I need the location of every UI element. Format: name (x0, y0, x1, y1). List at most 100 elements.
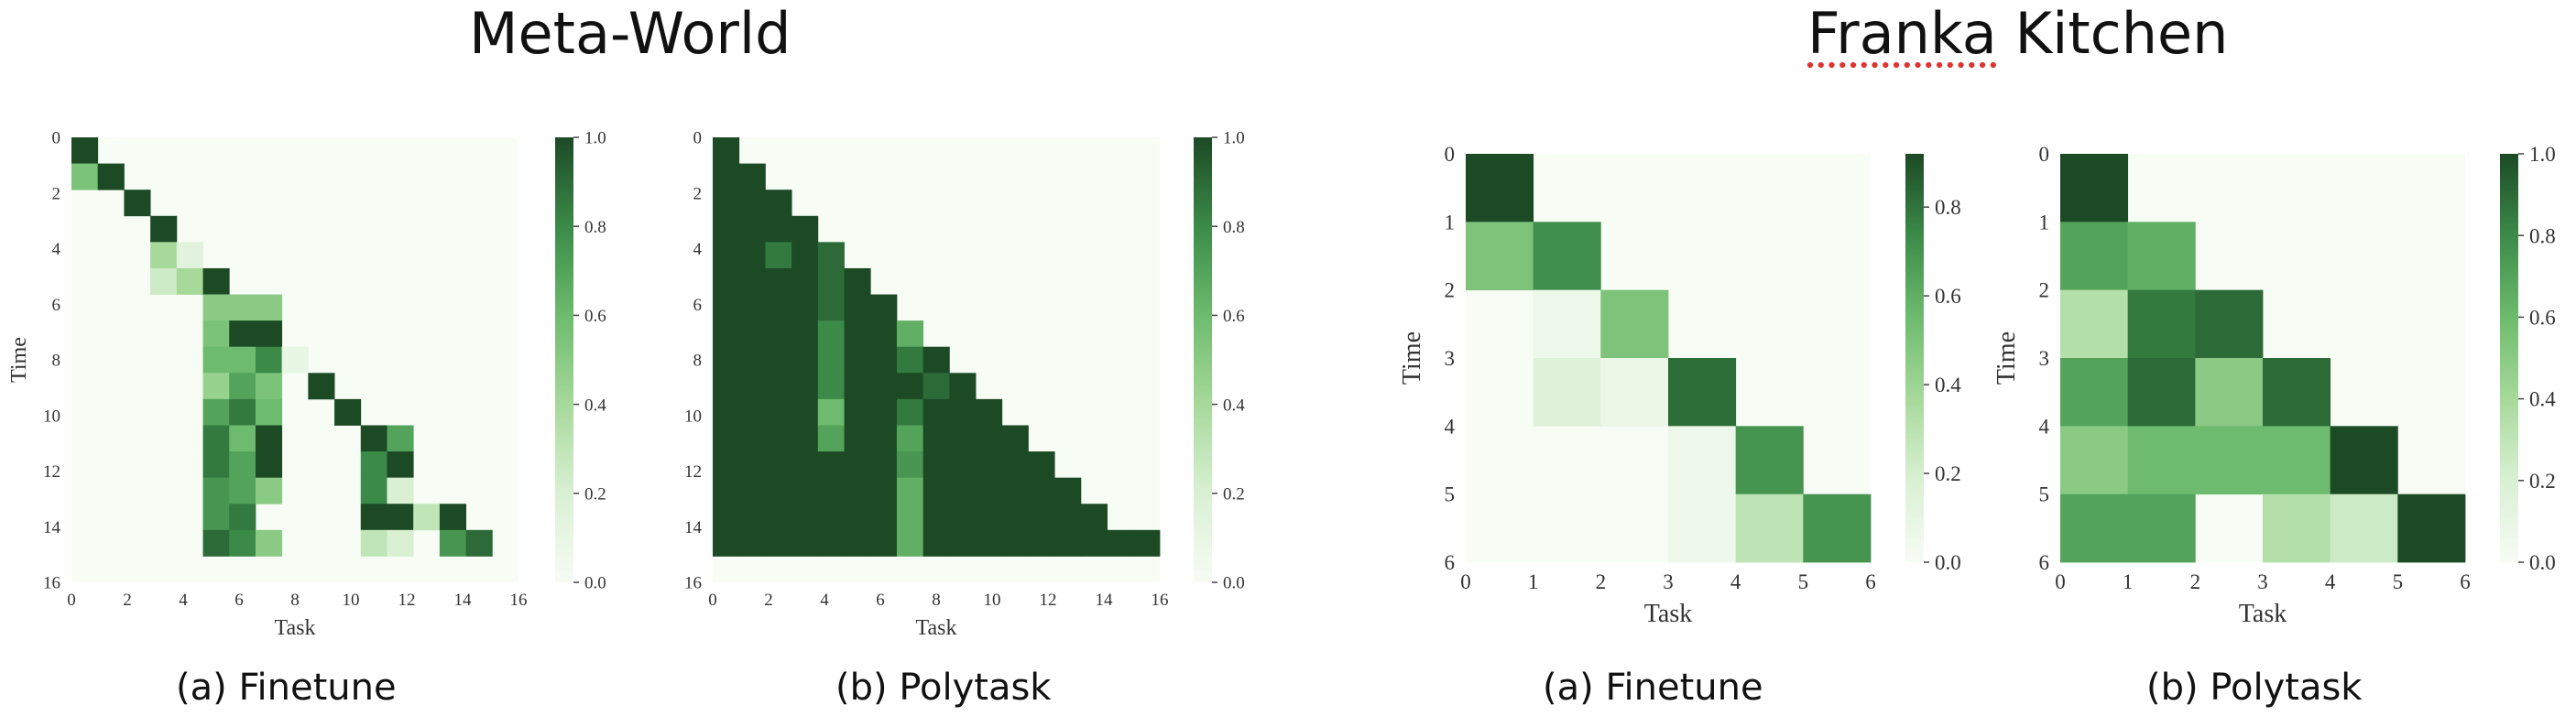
heatmap-cell (896, 529, 924, 557)
heatmap-cell (713, 137, 740, 164)
x-tick-label: 6 (235, 591, 244, 610)
heatmap-cell (791, 320, 819, 348)
heatmap-cell (360, 504, 387, 531)
heatmap-cell (713, 346, 740, 374)
colorbar-tick-label: 0.2 (1223, 484, 1245, 504)
heatmap-cell (713, 163, 740, 190)
heatmap-cell (922, 398, 950, 426)
heatmap-cell (97, 163, 125, 190)
x-tick-label: 12 (398, 591, 416, 610)
x-tick-label: 1 (2123, 570, 2134, 593)
heatmap-cell (817, 346, 845, 374)
heatmap-cell (738, 346, 766, 374)
heatmap-cell (255, 294, 283, 321)
heatmap-cell (844, 529, 871, 557)
heatmap-cell (844, 346, 871, 374)
heatmap-cell (738, 294, 766, 321)
y-tick-label: 2 (2039, 279, 2050, 302)
colorbar-tick-label: 0.6 (584, 307, 606, 326)
heatmap-cell (896, 398, 924, 426)
heatmap-cell (1668, 494, 1737, 563)
heatmap-cell (896, 320, 924, 348)
x-tick-label: 14 (1096, 591, 1114, 610)
heatmap-cell (817, 529, 845, 557)
heatmap-cell (870, 398, 898, 426)
heatmap-cell (713, 215, 740, 243)
heatmap-cell (439, 504, 466, 531)
heatmap-cell (713, 190, 740, 217)
colorbar-tick-label: 0.6 (2529, 306, 2556, 329)
heatmap-cell (976, 477, 1003, 505)
y-tick-label: 5 (1445, 483, 1456, 506)
heatmap-cell (2195, 426, 2264, 495)
colorbar-tick-label: 0.2 (1935, 462, 1961, 485)
colorbar-tick-label: 0.6 (1223, 307, 1245, 326)
colorbar-tick-label: 0.4 (1223, 396, 1245, 415)
heatmap-cell (817, 425, 845, 452)
y-tick-label: 0 (693, 129, 703, 148)
heatmap-cell (738, 242, 766, 269)
heatmap-cell (202, 267, 230, 295)
heatmap-cell (1028, 504, 1055, 531)
heatmap-cell (870, 346, 898, 374)
x-tick-label: 16 (1152, 591, 1169, 610)
heatmap-cell (360, 477, 387, 505)
colorbar-tick-label: 0.2 (2529, 470, 2556, 493)
heatmap-cell (791, 504, 819, 531)
heatmap-cell (713, 267, 740, 295)
heatmap-cell (738, 477, 766, 505)
heatmap-cell (2127, 426, 2196, 495)
heatmap-cell (1600, 289, 1669, 359)
heatmap-cell (229, 294, 257, 321)
heatmap-cell (896, 373, 924, 400)
heatmap-cell (817, 398, 845, 426)
heatmap-cell (713, 425, 740, 452)
heatmap-cell (1080, 504, 1108, 531)
y-tick-label: 8 (693, 352, 703, 371)
y-tick-label: 3 (2039, 347, 2050, 370)
y-tick-label: 4 (693, 240, 703, 259)
heatmap-cell (229, 504, 257, 531)
heatmap-cell (2263, 358, 2331, 427)
heatmap-cell (844, 398, 871, 426)
y-axis-label: Time (1398, 331, 1426, 385)
heatmap-cell (255, 529, 283, 557)
heatmap-cell (765, 477, 792, 505)
heatmap-cell (176, 267, 203, 295)
heatmap-cell (738, 267, 766, 295)
heatmap-cell (413, 504, 441, 531)
heatmap-cell (844, 504, 871, 531)
heatmap-cell (738, 215, 766, 243)
heatmap-cell (870, 529, 898, 557)
heatmap-cell (713, 320, 740, 348)
heatmap-cell (870, 294, 898, 321)
heatmap-cell (765, 215, 792, 243)
heatmap-cell (922, 529, 950, 557)
heatmap-cell (255, 346, 283, 374)
heatmap-cell (713, 398, 740, 426)
heatmap-cell (71, 137, 99, 164)
heatmap-cell (765, 504, 792, 531)
y-tick-label: 0 (2039, 143, 2050, 166)
x-tick-label: 5 (1798, 570, 1809, 593)
colorbar-tick-label: 0.4 (1935, 374, 1961, 396)
heatmap-cell (738, 373, 766, 400)
heatmap-cell (202, 425, 230, 452)
heatmap-cell (738, 190, 766, 217)
heatmap-cell (281, 346, 309, 374)
heatmap-cell (791, 373, 819, 400)
heatmap-cell (896, 425, 924, 452)
heatmap-cell (2195, 358, 2264, 427)
heatmap-cell (765, 320, 792, 348)
heatmap-panel-0: 0 2 4 6 8 10 12 14 16 0 2 4 6 8 10 12 14 16 Task Time 0.0 0.2… (7, 129, 606, 640)
y-tick-label: 16 (43, 574, 60, 593)
heatmap-cell (360, 451, 387, 479)
heatmap-cell (896, 477, 924, 505)
y-tick-label: 1 (2039, 211, 2050, 233)
heatmap-cell (1668, 358, 1737, 427)
heatmap-cell (229, 477, 257, 505)
heatmap-cell (738, 398, 766, 426)
colorbar-tick-label: 0.8 (1223, 218, 1245, 237)
heatmap-cell (765, 267, 792, 295)
heatmap-cell (896, 451, 924, 479)
